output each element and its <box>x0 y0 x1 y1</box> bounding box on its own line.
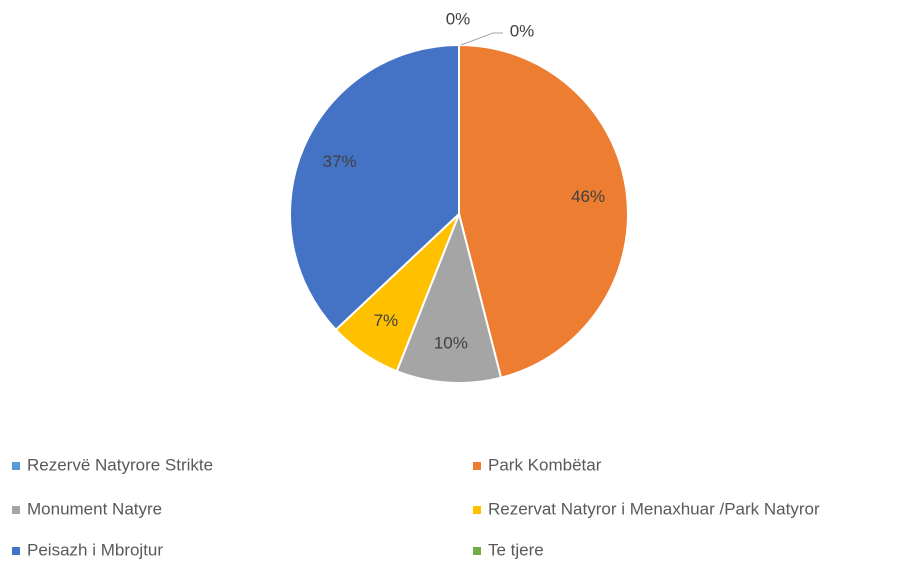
legend-label: Park Kombëtar <box>488 455 602 474</box>
legend-swatch <box>12 506 20 514</box>
data-label: 10% <box>434 333 468 352</box>
leader-line <box>460 32 503 46</box>
legend-swatch <box>12 462 20 470</box>
legend-swatch <box>473 547 481 555</box>
data-label: 0% <box>446 9 471 28</box>
data-label: 0% <box>510 21 535 40</box>
legend-swatch <box>12 547 20 555</box>
legend-label: Rezervë Natyrore Strikte <box>27 455 213 474</box>
legend-label: Rezervat Natyror i Menaxhuar /Park Natyr… <box>488 499 820 518</box>
legend-label: Te tjere <box>488 540 544 559</box>
legend-label: Peisazh i Mbrojtur <box>27 540 163 559</box>
pie-slice <box>458 43 630 379</box>
legend-label: Monument Natyre <box>27 499 162 518</box>
pie-slice <box>395 210 503 384</box>
legend-swatch <box>473 462 481 470</box>
legend-swatch <box>473 506 481 514</box>
data-label: 7% <box>374 311 399 330</box>
pie-slice <box>289 43 460 332</box>
data-label: 46% <box>571 187 605 206</box>
data-label: 37% <box>323 152 357 171</box>
